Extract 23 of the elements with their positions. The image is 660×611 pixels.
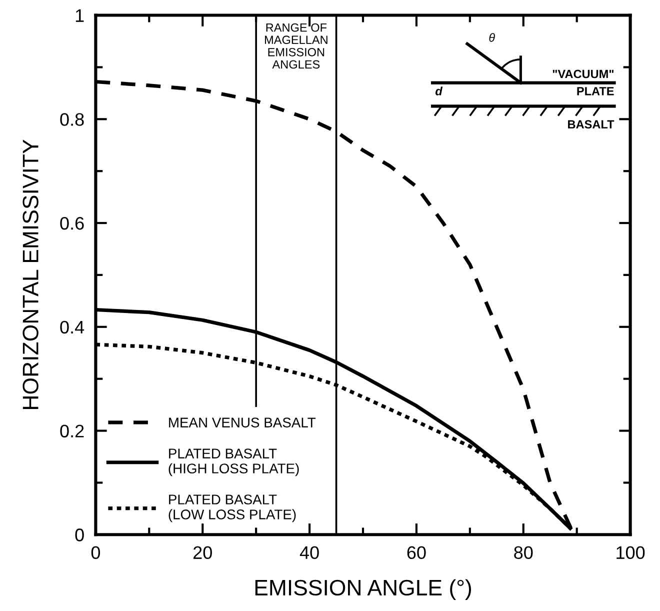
annotation: RANGE OF MAGELLAN EMISSION ANGLES <box>264 23 328 69</box>
annotation: BASALT <box>568 120 614 129</box>
x-tick-label: 40 <box>300 546 319 559</box>
x-tick-label: 100 <box>616 546 645 559</box>
legend-label: MEAN VENUS BASALT <box>169 418 316 428</box>
y-tick-label: 0 <box>75 528 84 542</box>
annotation: "VACUUM" <box>552 70 614 78</box>
x-tick-label: 20 <box>193 546 212 559</box>
y-tick-label: 0.4 <box>60 320 84 334</box>
x-tick-label: 0 <box>91 546 100 559</box>
y-tick-label: 0.2 <box>60 424 84 438</box>
legend-label: PLATED BASALT (HIGH LOSS PLATE) <box>168 448 299 476</box>
annotation: PLATE <box>577 87 614 96</box>
x-tick-label: 60 <box>407 546 426 559</box>
x-axis-title: EMISSION ANGLE (°) <box>255 579 472 600</box>
y-tick-label: 0.8 <box>60 113 84 126</box>
x-tick-label: 80 <box>514 546 533 559</box>
y-axis-title: HORIZONTAL EMISSIVITY <box>22 140 38 409</box>
annotation: d <box>436 86 443 96</box>
y-tick-label: 1 <box>76 9 84 22</box>
legend-label: PLATED BASALT (LOW LOSS PLATE) <box>168 494 296 522</box>
annotation: θ <box>489 33 495 42</box>
y-tick-label: 0.6 <box>60 216 84 230</box>
